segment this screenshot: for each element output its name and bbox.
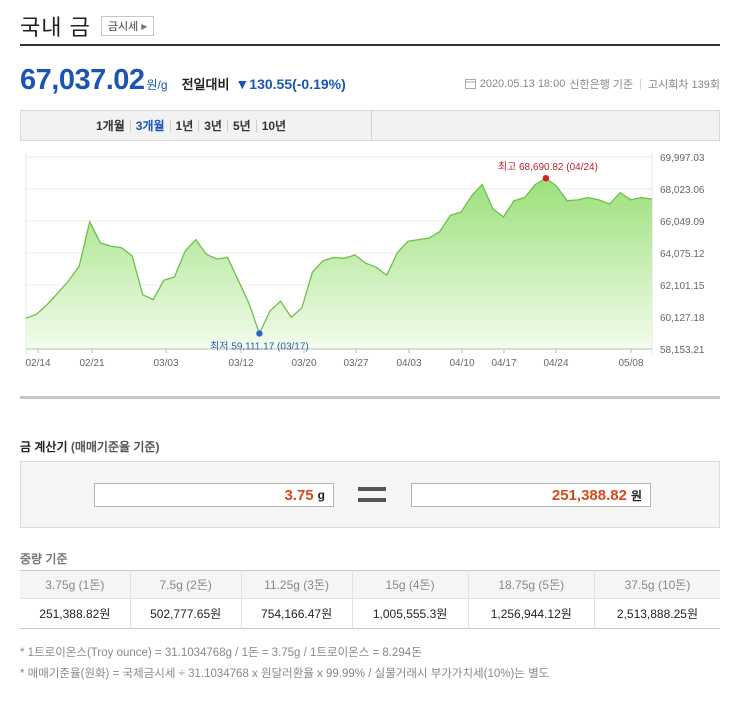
period-tab-5y[interactable]: 5년 bbox=[226, 119, 256, 132]
period-tab-1y[interactable]: 1년 bbox=[169, 119, 199, 132]
y-tick-label: 60,127.18 bbox=[660, 313, 705, 324]
min-label: 최저 59,111.17 (03/17) bbox=[210, 340, 309, 352]
min-marker bbox=[256, 330, 263, 337]
footnote: * 1트로이온스(Troy ounce) = 31.1034768g / 1돈 … bbox=[20, 647, 422, 659]
calculator-box: 3.75 g 251,388.82 원 bbox=[20, 461, 720, 528]
weight-table-header: 3.75g (1돈) 7.5g (2돈) 11.25g (3돈) 15g (4돈… bbox=[20, 570, 720, 599]
y-tick-label: 68,023.06 bbox=[660, 185, 705, 196]
won-value: 251,388.82 bbox=[551, 486, 627, 504]
weight-table-title: 중량 기준 bbox=[20, 552, 68, 566]
gold-price-button[interactable]: 금시세 ▶ bbox=[100, 16, 155, 36]
weight-value: 251,388.82원 bbox=[20, 598, 131, 629]
period-tab-1m[interactable]: 1개월 bbox=[96, 118, 125, 133]
meta-bank: 신한은행 기준 bbox=[569, 78, 634, 91]
change-label: 전일대비 bbox=[181, 77, 230, 92]
meta-time: 2020.05.13 18:00 bbox=[479, 77, 566, 90]
weight-value: 2,513,888.25원 bbox=[593, 598, 720, 629]
footnote: * 매매기준율(원화) = 국제금시세 ÷ 31.1034768 x 원달러환율… bbox=[20, 668, 550, 680]
x-tick-label: 05/08 bbox=[618, 358, 643, 369]
page-header: 국내 금 금시세 ▶ bbox=[20, 8, 720, 46]
x-tick-label: 03/03 bbox=[153, 358, 178, 369]
price-area bbox=[26, 178, 652, 349]
period-tabs: 1개월 3개월 1년 3년 5년 10년 bbox=[20, 110, 720, 141]
x-tick-label: 02/21 bbox=[79, 358, 104, 369]
period-bar-divider bbox=[371, 111, 372, 140]
period-tab-10y[interactable]: 10년 bbox=[255, 119, 291, 132]
calculator-subtitle: (매매기준율 기준) bbox=[70, 440, 160, 454]
weight-header: 7.5g (2돈) bbox=[129, 570, 242, 599]
x-tick-label: 04/24 bbox=[543, 358, 568, 369]
period-tab-3m[interactable]: 3개월 bbox=[129, 119, 170, 132]
meta-notice: 고시회차 139회 bbox=[647, 78, 720, 91]
calendar-icon bbox=[464, 79, 476, 89]
calculator-title-text: 금 계산기 bbox=[20, 440, 68, 454]
current-price: 67,037.02 bbox=[20, 64, 145, 96]
x-tick-label: 03/20 bbox=[291, 358, 316, 369]
x-tick-label: 04/10 bbox=[449, 358, 474, 369]
meta-separator: | bbox=[639, 77, 642, 90]
weight-header: 15g (4돈) bbox=[351, 570, 469, 599]
x-tick-label: 03/27 bbox=[343, 358, 368, 369]
equals-icon bbox=[358, 487, 386, 503]
page-title: 국내 금 bbox=[20, 15, 91, 40]
max-marker bbox=[542, 174, 550, 182]
max-label: 최고 68,690.82 (04/24) bbox=[498, 161, 598, 173]
weight-header: 11.25g (3돈) bbox=[240, 570, 353, 599]
won-output[interactable]: 251,388.82 원 bbox=[411, 483, 651, 507]
x-tick-label: 03/12 bbox=[228, 358, 253, 369]
x-tick-label: 04/17 bbox=[491, 358, 516, 369]
period-tab-3y[interactable]: 3년 bbox=[198, 119, 227, 132]
weight-header: 3.75g (1돈) bbox=[20, 570, 131, 599]
price-summary: 67,037.02 원/g 전일대비 ▼130.55(-0.19%) 2020.… bbox=[20, 64, 720, 100]
weight-value: 1,256,944.12원 bbox=[467, 598, 595, 629]
y-tick-label: 58,153.21 bbox=[660, 345, 705, 356]
price-chart: 69,997.03 68,023.06 66,049.09 64,075.12 62,1… bbox=[20, 141, 720, 399]
price-change: ▼130.55(-0.19%) bbox=[235, 76, 346, 92]
gold-price-button-label: 금시세 bbox=[107, 21, 139, 33]
price-chart-svg: 69,997.03 68,023.06 66,049.09 64,075.12 62,1… bbox=[25, 153, 705, 369]
x-tick-label: 04/03 bbox=[396, 358, 421, 369]
arrow-right-icon: ▶ bbox=[141, 21, 148, 31]
price-unit: 원/g bbox=[146, 78, 168, 92]
weight-header: 18.75g (5돈) bbox=[467, 570, 595, 599]
gram-input[interactable]: 3.75 g bbox=[94, 483, 334, 507]
x-tick-label: 02/14 bbox=[25, 358, 50, 369]
y-tick-label: 66,049.09 bbox=[660, 217, 705, 228]
footnotes: * 1트로이온스(Troy ounce) = 31.1034768g / 1돈 … bbox=[20, 643, 549, 685]
weight-value: 502,777.65원 bbox=[129, 598, 242, 629]
weight-value: 1,005,555.3원 bbox=[351, 598, 469, 629]
gram-value: 3.75 bbox=[284, 486, 314, 504]
y-tick-label: 62,101.15 bbox=[660, 281, 705, 292]
table-row: 251,388.82원 502,777.65원 754,166.47원 1,00… bbox=[20, 598, 720, 629]
gram-unit: g bbox=[317, 488, 325, 502]
weight-value: 754,166.47원 bbox=[240, 598, 353, 629]
y-tick-label: 64,075.12 bbox=[660, 249, 705, 260]
weight-header: 37.5g (10돈) bbox=[593, 570, 720, 599]
calculator-title: 금 계산기 (매매기준율 기준) bbox=[20, 438, 159, 455]
price-meta: 2020.05.13 18:00 신한은행 기준 | 고시회차 139회 bbox=[464, 76, 720, 92]
won-unit: 원 bbox=[630, 488, 642, 503]
y-tick-label: 69,997.03 bbox=[660, 153, 705, 164]
weight-table: 3.75g (1돈) 7.5g (2돈) 11.25g (3돈) 15g (4돈… bbox=[20, 570, 720, 629]
